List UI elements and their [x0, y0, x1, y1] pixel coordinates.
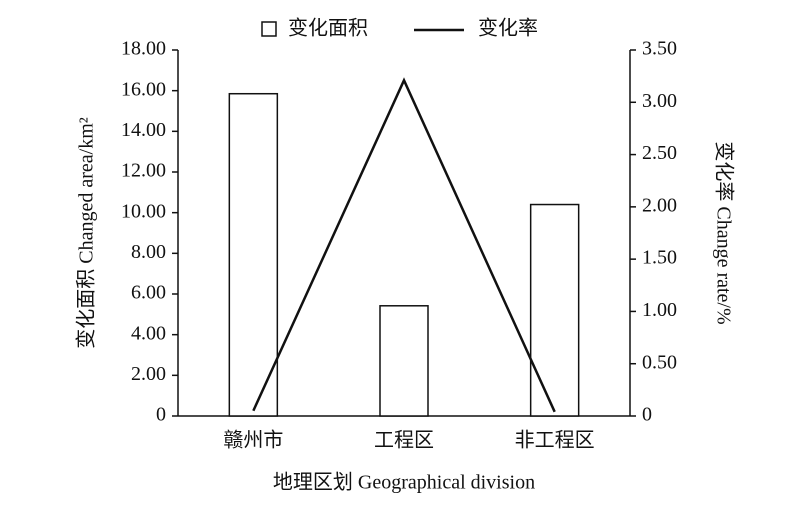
y-axis-title: 变化面积 Changed area/km² [75, 117, 98, 349]
y2-axis-title: 变化率 Change rate/% [712, 141, 735, 324]
y-tick-label: 18.00 [121, 38, 166, 60]
y-tick-label: 0 [156, 404, 166, 426]
bar [379, 305, 429, 417]
y-tick-label: 6.00 [131, 282, 166, 304]
legend-label: 变化面积 [288, 17, 368, 40]
y-tick-label: 16.00 [121, 78, 166, 100]
y-tick-label: 14.00 [121, 119, 166, 141]
bar [529, 203, 580, 417]
y2-tick-label: 3.00 [642, 90, 677, 112]
legend-swatch [261, 21, 277, 37]
y-tick-label: 8.00 [131, 241, 166, 263]
y-tick-label: 12.00 [121, 160, 166, 182]
y2-tick-label: 1.00 [642, 299, 677, 321]
y2-tick-label: 1.50 [642, 247, 677, 269]
x-tick-label: 工程区 [374, 429, 434, 452]
y2-tick-label: 3.50 [642, 38, 677, 60]
y2-tick-label: 2.00 [642, 194, 677, 216]
y2-tick-label: 2.50 [642, 142, 677, 164]
x-tick-label: 赣州市 [223, 429, 283, 452]
y-tick-label: 10.00 [121, 200, 166, 222]
y2-tick-label: 0.50 [642, 351, 677, 373]
y2-tick-label: 0 [642, 404, 652, 426]
x-axis-title: 地理区划 Geographical division [273, 471, 535, 494]
line [252, 77, 556, 413]
bar [228, 92, 279, 417]
y-tick-label: 4.00 [131, 322, 166, 344]
y-tick-label: 2.00 [131, 363, 166, 385]
legend-label: 变化率 [478, 17, 538, 40]
x-tick-label: 非工程区 [515, 429, 595, 452]
